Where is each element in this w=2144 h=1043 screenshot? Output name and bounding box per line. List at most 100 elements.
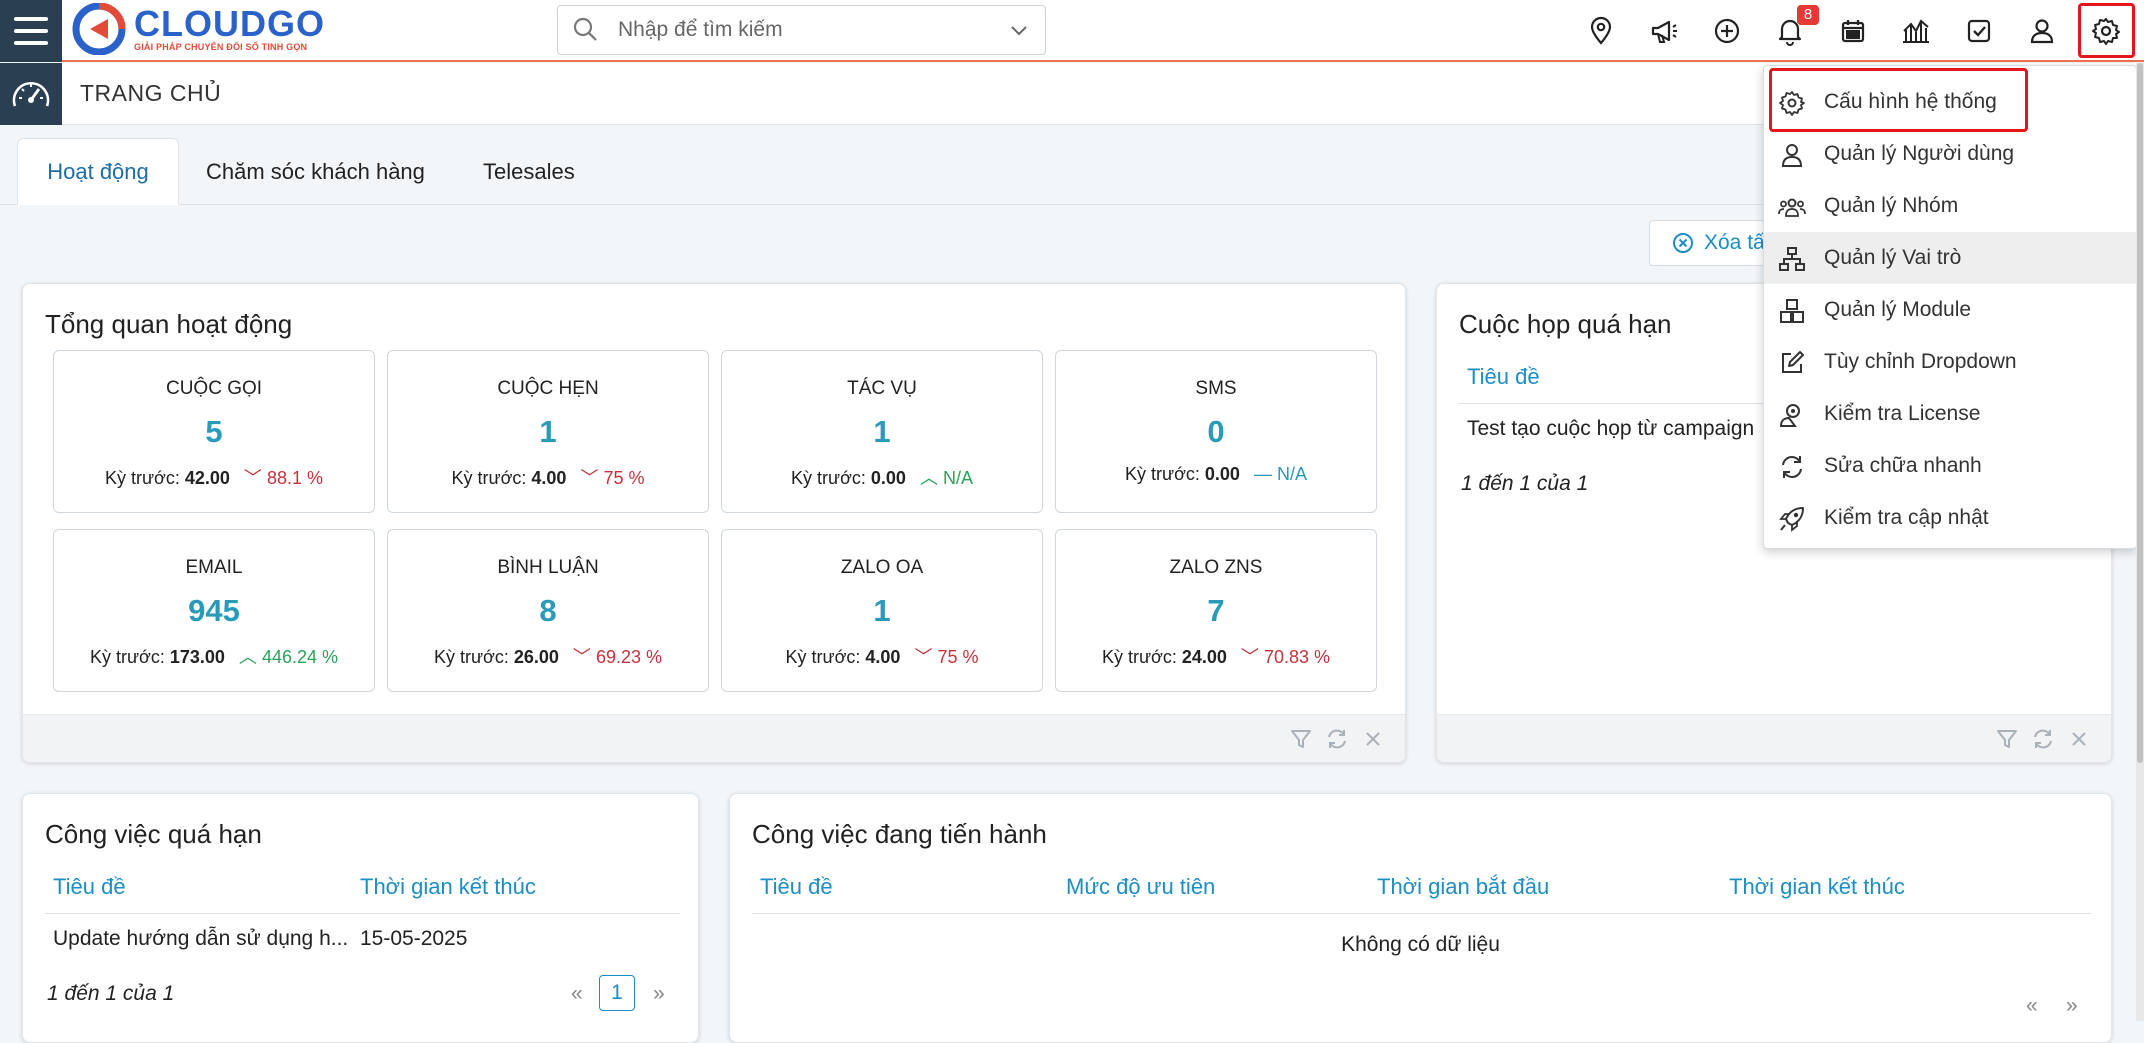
bell-icon [1778,19,1802,46]
pager-page-1[interactable]: 1 [599,975,635,1011]
stat-label: SMS [1195,378,1237,399]
task-check-icon [1967,19,1991,43]
stat-label: TÁC VỤ [847,378,917,399]
page-scrollbar[interactable] [2136,63,2144,1021]
clear-filters-button[interactable]: Xóa tấ [1649,220,1769,266]
prev-label: Kỳ trước: [785,647,861,667]
panel-footer [23,714,1405,762]
trend-down-icon: ﹀ [243,468,262,488]
prev-value: 0.00 [870,468,906,488]
profile-button[interactable] [2011,0,2073,62]
cloudgo-logo-icon [72,3,126,55]
blocks-icon [1780,299,1804,323]
menu-item-user-management[interactable]: Quản lý Người dùng [1764,128,2136,180]
tab-hoat-dong[interactable]: Hoạt động [17,138,179,205]
change-value: N/A [1276,464,1307,484]
menu-item-dropdown-customization[interactable]: Tùy chỉnh Dropdown [1764,336,2136,388]
change-value: 70.83 % [1263,647,1330,667]
stat-card[interactable]: TÁC VỤ 1 Kỳ trước: 0.00 ︿ N/A [721,350,1043,513]
calendar-icon [1841,20,1865,43]
menu-item-label: Tùy chỉnh Dropdown [1824,350,2017,373]
stat-card[interactable]: CUỘC GỌI 5 Kỳ trước: 42.00 ﹀ 88.1 % [53,350,375,513]
stat-value: 5 [205,414,223,449]
settings-highlight-box [2078,3,2135,58]
license-icon [1779,404,1800,427]
dashboard-button[interactable] [0,63,62,125]
filter-icon[interactable] [1995,727,2019,751]
stat-label: ZALO OA [840,557,924,578]
prev-value: 4.00 [531,468,567,488]
stat-card[interactable]: ZALO OA 1 Kỳ trước: 4.00 ﹀ 75 % [721,529,1043,692]
col-end-time-header[interactable]: Thời gian kết thúc [1729,874,1905,899]
stat-card[interactable]: BÌNH LUẬN 8 Kỳ trước: 26.00 ﹀ 69.23 % [387,529,709,692]
quick-create-button[interactable] [1696,0,1758,62]
col-start-time-header[interactable]: Thời gian bắt đầu [1377,874,1550,899]
task-row-end-time: 15-05-2025 [360,927,468,950]
col-priority-header[interactable]: Mức độ ưu tiên [1066,874,1216,899]
menu-item-role-management[interactable]: Quản lý Vai trò [1764,232,2136,284]
filter-icon[interactable] [1289,727,1313,751]
reports-button[interactable] [1885,0,1947,62]
notifications-button[interactable] [1759,0,1821,62]
settings-button[interactable] [2075,0,2137,62]
change-value: 446.24 % [261,647,338,667]
logo[interactable]: CLOUDGO GIẢI PHÁP CHUYỂN ĐỔI SỐ TINH GỌN [72,2,325,56]
trend-down-icon: ﹀ [1240,647,1259,667]
close-icon[interactable] [2067,727,2091,751]
scrollbar-thumb[interactable] [2137,63,2143,763]
tab-telesales[interactable]: Telesales [483,158,575,184]
plus-circle-icon [1714,18,1740,44]
close-icon[interactable] [1361,727,1385,751]
menu-item-quick-repair[interactable]: Sửa chữa nhanh [1764,440,2136,492]
menu-item-system-config[interactable]: Cấu hình hệ thống [1764,76,2136,128]
trend-down-icon: ﹀ [914,647,933,667]
trend-up-icon: ︿ [238,647,257,667]
menu-toggle-button[interactable] [0,0,62,62]
stat-label: CUỘC GỌI [165,378,263,399]
col-title-header[interactable]: Tiêu đề [53,874,126,899]
col-title-header[interactable]: Tiêu đề [1467,364,1540,389]
prev-value: 4.00 [865,647,901,667]
in-progress-title: Công việc đang tiến hành [752,819,1047,849]
stat-value: 8 [539,593,557,628]
location-button[interactable] [1570,0,1632,62]
menu-item-update-check[interactable]: Kiểm tra cập nhật [1764,492,2136,544]
menu-item-group-management[interactable]: Quản lý Nhóm [1764,180,2136,232]
menu-item-label: Quản lý Module [1824,298,1972,321]
meeting-row-title[interactable]: Test tạo cuộc họp từ campaign [1467,417,1755,440]
menu-item-license-check[interactable]: Kiểm tra License [1764,388,2136,440]
logo-tagline: GIẢI PHÁP CHUYỂN ĐỔI SỐ TINH GỌN [134,42,308,52]
col-title-header[interactable]: Tiêu đề [760,874,833,899]
menu-item-module-management[interactable]: Quản lý Module [1764,284,2136,336]
col-end-time-header[interactable]: Thời gian kết thúc [360,874,536,899]
refresh-icon[interactable] [2031,727,2055,751]
pagination-info: 1 đến 1 của 1 [1461,472,1589,495]
search-input[interactable]: Nhập để tìm kiếm [618,18,783,41]
location-pin-icon [1590,16,1612,45]
pager-next[interactable]: » [2066,994,2078,1017]
stat-card[interactable]: SMS 0 Kỳ trước: 0.00 — N/A [1055,350,1377,513]
task-row-title[interactable]: Update hướng dẫn sử dụng h... [53,927,349,950]
refresh-icon [1782,456,1802,478]
group-icon [1778,198,1806,217]
stat-card[interactable]: EMAIL 945 Kỳ trước: 173.00 ︿ 446.24 % [53,529,375,692]
tasks-button[interactable] [1948,0,2010,62]
pager-prev[interactable]: « [2026,994,2038,1017]
close-circle-icon [1673,233,1693,253]
stat-card[interactable]: CUỘC HẸN 1 Kỳ trước: 4.00 ﹀ 75 % [387,350,709,513]
in-progress-tasks-panel: Công việc đang tiến hành Tiêu đề Mức độ … [729,793,2112,1043]
tab-bar: Hoạt động Chăm sóc khách hàng Telesales [0,138,2144,205]
refresh-icon[interactable] [1325,727,1349,751]
tab-cham-soc-khach-hang[interactable]: Chăm sóc khách hàng [206,158,425,184]
calendar-button[interactable] [1822,0,1884,62]
edit-icon [1782,351,1804,373]
chevron-down-icon[interactable] [1007,18,1031,42]
change-value: 75 % [937,647,979,667]
pager-next[interactable]: » [653,982,665,1005]
stat-card[interactable]: ZALO ZNS 7 Kỳ trước: 24.00 ﹀ 70.83 % [1055,529,1377,692]
pager-prev[interactable]: « [571,982,583,1005]
campaign-button[interactable] [1633,0,1695,62]
stat-value: 1 [539,414,557,449]
stat-label: EMAIL [185,557,243,578]
search-box[interactable]: Nhập để tìm kiếm [557,5,1046,55]
